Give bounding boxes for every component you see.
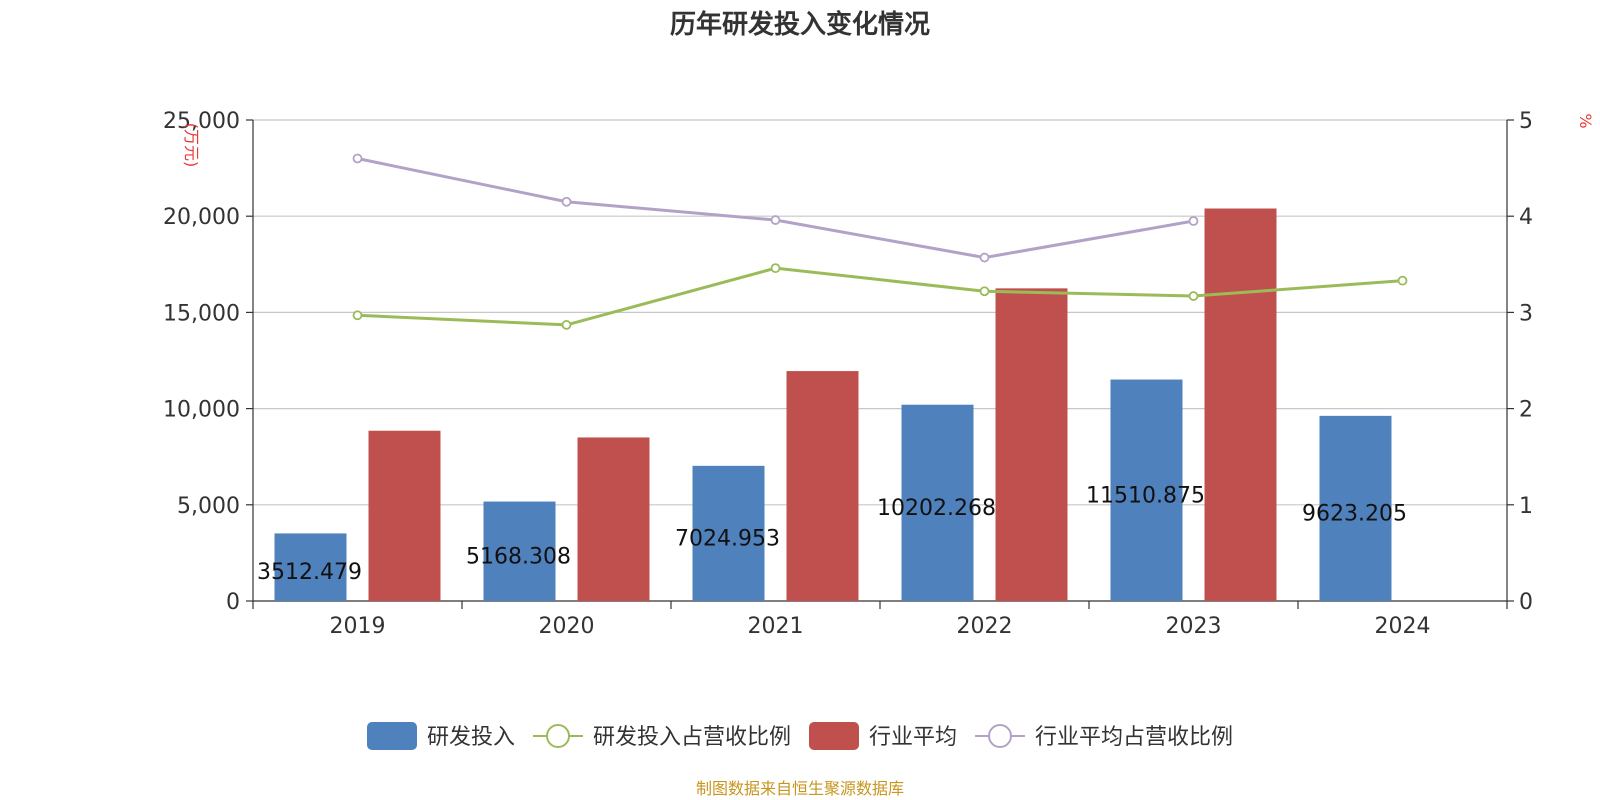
bar <box>1204 208 1277 601</box>
bar <box>901 404 974 601</box>
right-tick-label: 3 <box>1519 301 1533 326</box>
bar-value-label: 10202.268 <box>877 496 996 521</box>
right-tick-label: 5 <box>1519 109 1533 134</box>
legend-swatch <box>367 722 417 750</box>
left-tick-label: 20,000 <box>163 205 240 230</box>
line-point <box>561 196 572 207</box>
right-tick-label: 4 <box>1519 205 1533 230</box>
x-tick-label: 2022 <box>957 614 1013 639</box>
bar <box>368 430 441 601</box>
line-point <box>352 310 363 321</box>
left-tick-label: 0 <box>226 590 240 615</box>
bar <box>995 288 1068 601</box>
right-tick-label: 2 <box>1519 398 1533 423</box>
line-point <box>352 153 363 164</box>
x-tick-label: 2021 <box>748 614 804 639</box>
bar-value-label: 7024.953 <box>675 526 780 551</box>
x-tick-label: 2020 <box>539 614 595 639</box>
bar-value-label: 3512.479 <box>257 560 362 585</box>
bar <box>483 501 556 601</box>
bar-value-label: 9623.205 <box>1302 501 1407 526</box>
bar <box>692 465 765 601</box>
data-labels: 3512.479 5168.308 7024.953 10202.268 11510.8… <box>257 483 1407 585</box>
left-unit-label: (万元) <box>182 123 201 168</box>
right-unit-label: % <box>1576 113 1595 128</box>
left-tick-label: 15,000 <box>163 301 240 326</box>
bar <box>786 371 859 601</box>
lines <box>352 153 1408 330</box>
line-point <box>770 215 781 225</box>
bars <box>274 208 1392 601</box>
line-point <box>1188 216 1199 226</box>
legend: 研发投入 研发投入占营收比例 行业平均 行业平均占营收比例 <box>367 722 1233 750</box>
x-tick-label: 2024 <box>1375 614 1431 639</box>
left-tick-label: 25,000 <box>163 109 240 134</box>
left-tick-label: 10,000 <box>163 398 240 423</box>
source-note: 制图数据来自恒生聚源数据库 <box>696 779 904 798</box>
axes: 0 5,000 10,000 15,000 20,000 25,000 0 1 2 3 4 5 (万元)… <box>163 109 1595 639</box>
line-point <box>561 320 572 330</box>
x-tick-label: 2023 <box>1166 614 1222 639</box>
legend-marker <box>546 724 570 748</box>
legend-label: 研发投入 <box>427 725 515 750</box>
bar <box>1319 415 1392 601</box>
bar <box>577 437 650 601</box>
bar-value-label: 11510.875 <box>1086 483 1205 508</box>
chart-title: 历年研发投入变化情况 <box>670 9 930 40</box>
line-point <box>1188 291 1199 301</box>
series-line <box>357 266 1403 327</box>
bar-value-label: 5168.308 <box>466 544 571 569</box>
x-tick-label: 2019 <box>330 614 386 639</box>
legend-swatch <box>809 722 859 750</box>
left-tick-label: 5,000 <box>177 494 240 519</box>
series-line <box>357 157 1194 260</box>
right-tick-label: 0 <box>1519 590 1533 615</box>
line-point <box>979 252 990 263</box>
bar <box>1110 379 1183 601</box>
grid-lines <box>253 119 1507 506</box>
line-point <box>979 286 990 297</box>
legend-marker <box>988 724 1012 748</box>
line-point <box>770 263 781 274</box>
legend-label: 行业平均占营收比例 <box>1035 725 1233 750</box>
legend-label: 研发投入占营收比例 <box>593 725 791 750</box>
right-tick-label: 1 <box>1519 494 1533 519</box>
legend-label: 行业平均 <box>869 725 957 750</box>
bar <box>274 533 347 601</box>
line-point <box>1397 275 1408 286</box>
